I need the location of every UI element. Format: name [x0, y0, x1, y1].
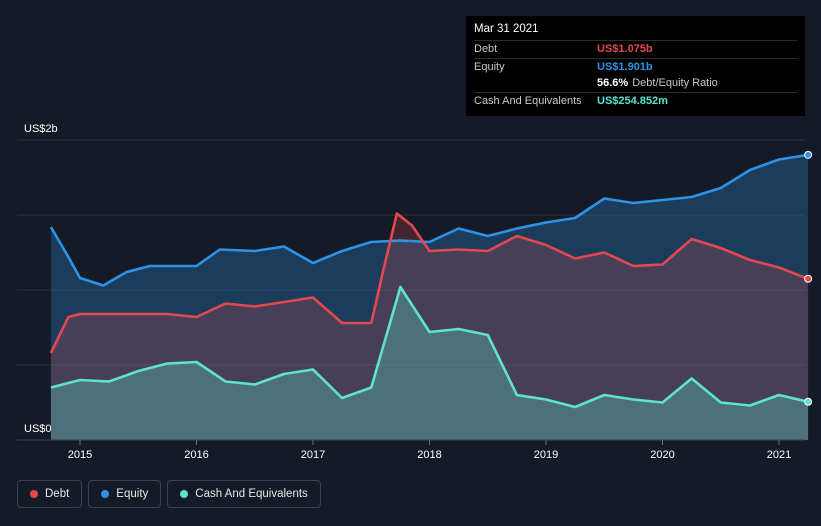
cash-and-equivalents-line — [50, 285, 809, 409]
tooltip-label: Debt — [474, 43, 498, 56]
y-tick-label-top: US$2b — [24, 123, 58, 135]
tooltip-row-ratio: 56.6% Debt/Equity Ratio — [474, 75, 797, 92]
tooltip-panel: Mar 31 2021 Debt US$1.075b Equity US$1.9… — [466, 16, 805, 116]
tooltip-row-debt: Debt US$1.075b — [474, 40, 797, 58]
tooltip-cash-value: US$254.852m — [597, 94, 668, 107]
cash-and-equivalents-area — [50, 287, 809, 440]
legend-dot-cash — [180, 490, 189, 498]
tooltip-debt-value: US$1.075b — [597, 43, 653, 56]
legend-label-equity: Equity — [116, 488, 149, 500]
legend-label-cash: Cash And Equivalents — [195, 488, 308, 500]
x-tick-label: 2017 — [301, 449, 325, 461]
debt-end-marker — [804, 274, 813, 283]
chart-legend: Debt Equity Cash And Equivalents — [17, 480, 321, 508]
cash-and-equivalents-end-marker — [804, 397, 813, 406]
tooltip-label: Equity — [474, 60, 505, 73]
equity-end-marker — [804, 150, 813, 159]
tooltip-equity-value: US$1.901b — [597, 60, 653, 73]
series-lines — [49, 153, 809, 409]
series-end-markers — [804, 150, 813, 406]
x-tick-label: 2015 — [68, 449, 92, 461]
tooltip-ratio-caption: Debt/Equity Ratio — [632, 77, 718, 90]
tooltip-label: Cash And Equivalents — [474, 94, 582, 107]
equity-area — [50, 154, 809, 440]
x-tick-label: 2019 — [534, 449, 558, 461]
x-axis: 2015 2016 2017 2018 2019 2020 2021 — [17, 439, 805, 461]
equity-line — [49, 153, 809, 287]
legend-dot-equity — [101, 490, 110, 498]
x-tick-label: 2016 — [184, 449, 208, 461]
x-tick-label: 2020 — [650, 449, 674, 461]
x-tick-label: 2018 — [417, 449, 441, 461]
tooltip-date: Mar 31 2021 — [474, 23, 539, 35]
y-axis: US$2b US$0 — [24, 123, 58, 435]
debt-line — [49, 212, 809, 354]
y-tick-label-bottom: US$0 — [24, 423, 52, 435]
legend-dot-debt — [30, 490, 38, 498]
legend-label-debt: Debt — [45, 488, 70, 500]
legend-item-equity[interactable]: Equity — [88, 480, 162, 508]
legend-item-cash[interactable]: Cash And Equivalents — [167, 480, 321, 508]
series-areas — [50, 154, 809, 440]
tooltip-row-cash: Cash And Equivalents US$254.852m — [474, 91, 797, 110]
tooltip-row-equity: Equity US$1.901b — [474, 57, 797, 76]
legend-item-debt[interactable]: Debt — [17, 480, 83, 508]
tooltip-ratio-value: 56.6% — [597, 77, 629, 90]
x-tick-label: 2021 — [767, 449, 791, 461]
